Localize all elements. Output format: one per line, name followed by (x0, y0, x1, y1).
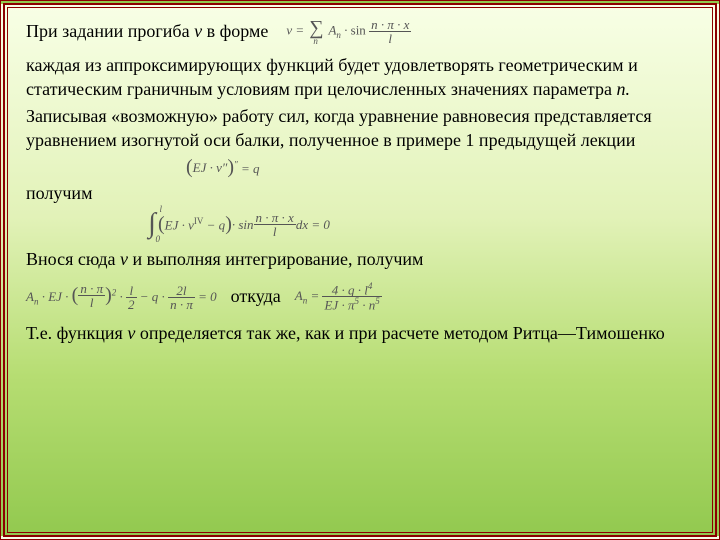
result-equation-row: An · EJ · n · π l 2 · l 2 − q · 2l n · π… (26, 282, 694, 312)
f4-d2: · (116, 289, 126, 304)
f1-num: n · π · x (369, 18, 411, 32)
f4-A: A (26, 289, 34, 304)
p5-v: v (120, 249, 128, 269)
f2-paren: EJ · v″ (186, 154, 234, 181)
f3-den: l (254, 225, 296, 238)
f5-den-e2: 5 (375, 296, 380, 306)
formula-v-series: v = ∑ n An · sin n · π · x l (286, 18, 411, 45)
f4-f3d: n · π (168, 298, 195, 311)
f5: An = 4 · q · l4 EJ · π5 · n5 (295, 282, 382, 312)
f4-frac3: 2l n · π (168, 284, 195, 311)
f5-eq: = (307, 288, 322, 303)
f3-iv: IV (194, 216, 204, 226)
para-5: Внося сюда v и выполняя интегрирование, … (26, 247, 694, 271)
f3-b: − q (203, 217, 225, 232)
f3-num: n · π · x (254, 211, 296, 225)
f2: EJ · v″ ″ = q (186, 154, 260, 181)
para-2: каждая из аппроксимирующих функций будет… (26, 53, 694, 102)
f4-frac1: n · π l (78, 282, 105, 309)
f5-frac: 4 · q · l4 EJ · π5 · n5 (322, 282, 381, 312)
f5-den-b: · n (359, 297, 375, 312)
formula-beam-eq: EJ · v″ ″ = q (186, 154, 694, 181)
f3-sin: · sin (232, 216, 254, 234)
p4-text: получим (26, 183, 92, 203)
f5-num-a: 4 · q · l (332, 282, 368, 297)
p6-a: Т.е. функция (26, 323, 127, 343)
f4-f1d: l (78, 296, 105, 309)
f1-eq: = (292, 22, 307, 37)
whence-text: откуда (231, 284, 281, 308)
f1-den: l (369, 32, 411, 45)
f1-frac: n · π · x l (369, 18, 411, 45)
f4-paren: n · π l (72, 282, 112, 309)
f3-bot: 0 (156, 233, 161, 245)
f1-sin: sin (351, 22, 366, 37)
f2-eq: = q (238, 161, 260, 176)
f5-num-e: 4 (368, 281, 373, 291)
para-1: При задании прогиба v в форме v = ∑ n An… (26, 18, 694, 45)
para-3: Записывая «возможную» работу сил, когда … (26, 104, 694, 153)
f4-minus: − q · (140, 289, 168, 304)
f5-den-a: EJ · π (324, 297, 354, 312)
f3-dx: dx = 0 (296, 216, 330, 234)
f3-paren: EJ · vIV − q (158, 211, 232, 238)
f2-inner: EJ · v″ (193, 159, 228, 177)
p1-text-b: в форме (202, 21, 268, 41)
sum-icon: ∑ n (307, 18, 325, 39)
f5-A: A (295, 288, 303, 303)
p2-text: каждая из аппроксимирующих функций будет… (26, 55, 638, 99)
f3-a: EJ · v (165, 217, 194, 232)
p5-b: и выполняя интегрирование, получим (128, 249, 423, 269)
f3: l ∫ 0 EJ · vIV − q · sin n · π · x l dx … (146, 207, 330, 241)
f3-top: l (159, 203, 162, 215)
f1-sum-sub: n (313, 35, 318, 47)
p3-text: Записывая «возможную» работу сил, когда … (26, 106, 652, 150)
f4-f2d: 2 (126, 298, 137, 311)
f4: An · EJ · n · π l 2 · l 2 − q · 2l n · π… (26, 282, 217, 312)
formula-integral: l ∫ 0 EJ · vIV − q · sin n · π · x l dx … (146, 207, 694, 241)
p2-n: n. (617, 79, 631, 99)
slide-outer-frame: При задании прогиба v в форме v = ∑ n An… (0, 0, 720, 540)
para-4: получим (26, 181, 694, 205)
f4-frac2: l 2 (126, 284, 137, 311)
f4-f2n: l (126, 284, 137, 298)
p6-b: определяется так же, как и при расчете м… (135, 323, 664, 343)
f3-frac: n · π · x l (254, 211, 296, 238)
f4-eq0: = 0 (198, 289, 217, 304)
p1-var-v: v (194, 21, 202, 41)
integral-icon: l ∫ 0 (146, 207, 158, 241)
p5-a: Внося сюда (26, 249, 120, 269)
slide-inner-frame: При задании прогиба v в форме v = ∑ n An… (4, 4, 716, 536)
f4-d1: · EJ · (38, 289, 71, 304)
slide-content: При задании прогиба v в форме v = ∑ n An… (26, 18, 694, 346)
para-6: Т.е. функция v определяется так же, как … (26, 321, 694, 345)
f4-f1n: n · π (78, 282, 105, 296)
f1-dot: · (341, 22, 351, 37)
f4-f3n: 2l (168, 284, 195, 298)
p1-text-a: При задании прогиба (26, 21, 194, 41)
